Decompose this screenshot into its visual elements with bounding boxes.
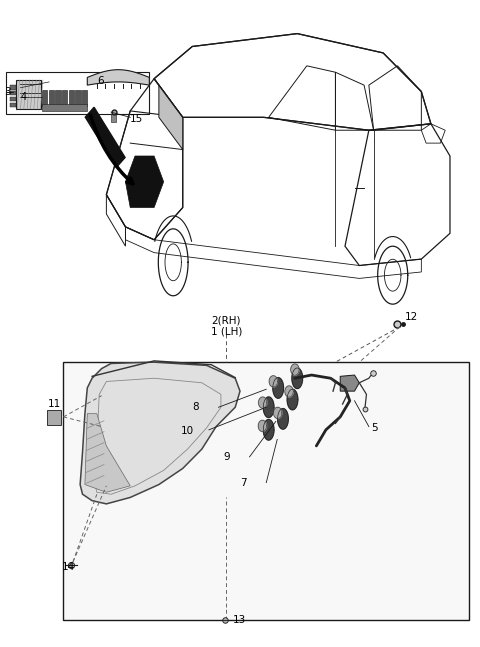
Polygon shape [85,413,130,492]
Bar [16,80,41,109]
Polygon shape [264,397,274,417]
Bar [42,104,87,111]
Text: 2(RH): 2(RH) [211,316,241,326]
Polygon shape [87,70,149,85]
Polygon shape [277,408,288,429]
Bar [62,90,67,105]
Text: 13: 13 [233,615,246,625]
Bar [55,90,60,105]
Bar [75,90,81,105]
Polygon shape [80,362,240,504]
Text: 3: 3 [4,87,11,96]
Text: 5: 5 [371,423,378,433]
Polygon shape [258,420,266,432]
Text: 11: 11 [48,399,61,409]
Bar [42,90,47,105]
Polygon shape [259,397,267,408]
Bar [47,410,61,425]
Polygon shape [274,407,282,419]
Bar [6,72,149,114]
Bar [69,90,74,105]
Polygon shape [285,386,293,397]
Bar [10,97,16,101]
Bar [63,362,469,620]
Text: 6: 6 [97,76,104,85]
Text: 12: 12 [405,312,418,322]
Polygon shape [264,419,274,440]
Text: 8: 8 [192,402,199,412]
Text: 7: 7 [240,478,247,488]
Polygon shape [287,389,298,410]
Polygon shape [125,156,164,208]
Polygon shape [291,364,299,375]
Text: 10: 10 [180,426,193,436]
Text: 14: 14 [61,562,75,572]
Bar [10,85,16,90]
Text: 15: 15 [130,115,144,124]
Text: 4: 4 [21,93,26,102]
Bar [10,102,16,107]
Bar [111,114,116,122]
Bar [48,90,54,105]
Bar [10,91,16,96]
Polygon shape [273,378,284,398]
Polygon shape [292,368,302,389]
Polygon shape [159,85,183,149]
Polygon shape [85,107,125,168]
Bar [82,90,87,105]
Polygon shape [269,376,277,387]
Text: 1 (LH): 1 (LH) [211,326,243,336]
Text: 9: 9 [223,452,230,462]
Polygon shape [340,375,360,391]
